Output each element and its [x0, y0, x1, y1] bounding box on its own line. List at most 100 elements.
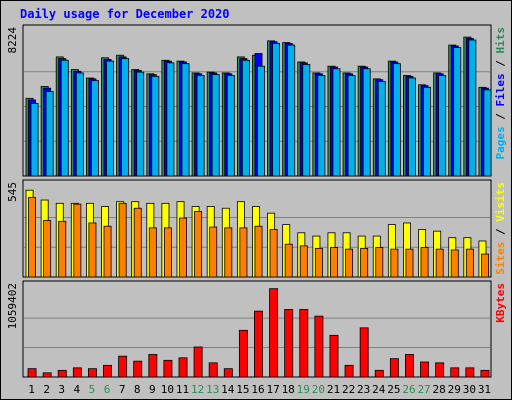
bar-hits-pages-27 — [423, 86, 432, 177]
bar-visits-sites-16 — [254, 225, 263, 278]
x-tick-label-2: 2 — [43, 383, 50, 396]
bar-kbytes-kbytes-2 — [42, 372, 52, 378]
bar-hits-pages-3 — [60, 59, 69, 177]
bar-kbytes-kbytes-20 — [314, 315, 324, 378]
bar-visits-sites-18 — [284, 243, 293, 278]
bar-visits-sites-5 — [88, 222, 97, 278]
legend-entry: / — [494, 107, 507, 127]
bar-hits-pages-17 — [272, 42, 281, 177]
bar-hits-pages-11 — [181, 63, 190, 177]
bar-hits-pages-18 — [287, 44, 296, 177]
legend-entry: Sites — [494, 242, 507, 275]
x-tick-label-10: 10 — [161, 383, 174, 396]
legend-entry: Visits — [494, 182, 507, 222]
bar-visits-sites-24 — [375, 247, 384, 278]
x-tick-label-23: 23 — [357, 383, 370, 396]
bar-visits-sites-3 — [58, 220, 67, 278]
x-tick-label-20: 20 — [312, 383, 325, 396]
bar-kbytes-kbytes-30 — [465, 367, 475, 378]
x-tick-label-28: 28 — [433, 383, 446, 396]
bar-kbytes-kbytes-4 — [72, 367, 82, 378]
x-tick-label-13: 13 — [206, 383, 219, 396]
bar-kbytes-kbytes-23 — [359, 327, 369, 378]
legend-hits: Pages / Files / Hits — [494, 27, 507, 160]
bar-hits-pages-2 — [45, 91, 54, 177]
bar-visits-sites-19 — [299, 245, 308, 278]
ymax-label-visits: 545 — [6, 182, 19, 202]
ymax-label-kbytes: 1059402 — [6, 283, 19, 329]
x-tick-label-1: 1 — [28, 383, 35, 396]
bar-visits-sites-29 — [450, 249, 459, 278]
bar-visits-sites-4 — [73, 203, 82, 278]
bar-visits-sites-9 — [148, 227, 157, 278]
bar-kbytes-kbytes-19 — [299, 309, 309, 378]
x-tick-label-16: 16 — [251, 383, 264, 396]
bar-visits-sites-13 — [209, 226, 218, 278]
bar-hits-pages-21 — [332, 68, 341, 177]
bar-visits-sites-28 — [435, 248, 444, 278]
bar-visits-sites-30 — [465, 248, 474, 278]
bar-visits-sites-15 — [239, 227, 248, 278]
bar-hits-pages-10 — [166, 62, 175, 177]
bar-visits-sites-10 — [163, 227, 172, 278]
x-tick-label-3: 3 — [58, 383, 65, 396]
bar-kbytes-kbytes-12 — [193, 346, 203, 378]
x-tick-label-8: 8 — [134, 383, 141, 396]
ymax-label-hits: 8224 — [6, 27, 19, 54]
bar-hits-pages-9 — [151, 75, 160, 177]
bar-kbytes-kbytes-5 — [87, 368, 97, 378]
x-tick-label-19: 19 — [297, 383, 310, 396]
x-tick-label-12: 12 — [191, 383, 204, 396]
legend-entry: Hits — [494, 27, 507, 54]
bar-kbytes-kbytes-17 — [269, 288, 279, 378]
bar-kbytes-kbytes-31 — [480, 369, 490, 378]
bar-kbytes-kbytes-16 — [254, 310, 263, 378]
bar-visits-sites-7 — [118, 202, 127, 278]
x-tick-label-29: 29 — [448, 383, 461, 396]
bar-kbytes-kbytes-24 — [374, 369, 384, 378]
bar-visits-sites-23 — [360, 247, 369, 278]
bar-kbytes-kbytes-26 — [405, 354, 414, 378]
x-tick-label-31: 31 — [478, 383, 491, 396]
legend-entry: / — [494, 222, 507, 242]
x-tick-label-11: 11 — [176, 383, 189, 396]
bar-visits-sites-17 — [269, 229, 278, 278]
bar-kbytes-kbytes-14 — [223, 368, 233, 378]
bar-visits-sites-11 — [179, 217, 187, 278]
bar-kbytes-kbytes-10 — [163, 359, 173, 378]
bar-kbytes-kbytes-29 — [450, 367, 460, 378]
legend-visits: Sites / Visits — [494, 182, 507, 275]
chart-title: Daily usage for December 2020 — [20, 7, 230, 21]
bar-visits-sites-26 — [405, 248, 414, 278]
x-tick-label-24: 24 — [372, 383, 386, 396]
bar-hits-pages-4 — [75, 72, 84, 177]
bar-kbytes-kbytes-13 — [208, 362, 218, 378]
bar-hits-pages-14 — [226, 75, 235, 177]
bar-visits-sites-31 — [481, 253, 489, 278]
bar-kbytes-kbytes-1 — [27, 368, 37, 378]
bar-hits-pages-26 — [408, 77, 416, 177]
bar-visits-sites-14 — [224, 227, 233, 278]
x-tick-label-17: 17 — [266, 383, 279, 396]
bar-visits-sites-12 — [194, 211, 203, 278]
bar-hits-pages-1 — [30, 102, 39, 177]
bar-kbytes-kbytes-28 — [435, 362, 445, 378]
bar-visits-sites-27 — [420, 247, 429, 278]
bar-visits-sites-6 — [103, 225, 112, 278]
x-tick-label-6: 6 — [104, 383, 111, 396]
bar-visits-sites-25 — [390, 248, 399, 278]
bar-hits-pages-24 — [377, 81, 386, 177]
bar-hits-pages-30 — [468, 39, 477, 177]
x-tick-label-4: 4 — [74, 383, 81, 396]
bar-hits-pages-16 — [257, 65, 265, 177]
bar-hits-pages-22 — [347, 75, 356, 177]
bar-hits-pages-7 — [121, 58, 130, 177]
bar-kbytes-kbytes-11 — [178, 357, 188, 378]
bar-kbytes-kbytes-6 — [103, 364, 112, 378]
x-tick-label-18: 18 — [282, 383, 295, 396]
bar-visits-sites-8 — [133, 207, 142, 278]
bar-kbytes-kbytes-27 — [420, 361, 430, 378]
bar-kbytes-kbytes-18 — [284, 309, 294, 378]
x-tick-label-21: 21 — [327, 383, 340, 396]
